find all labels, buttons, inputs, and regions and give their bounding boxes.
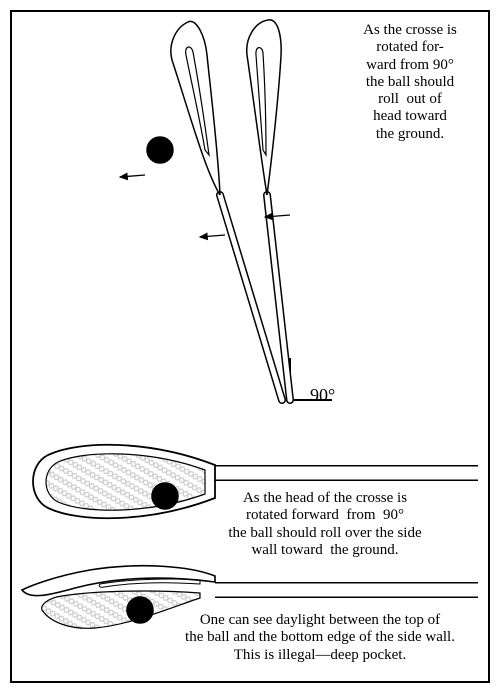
caption-bottom: One can see daylight between the top of … — [160, 612, 480, 664]
caption-top: As the crosse is rotated for- ward from … — [335, 22, 485, 143]
caption-middle: As the head of the crosse is rotated for… — [180, 490, 470, 559]
angle-label: 90° — [310, 385, 335, 406]
